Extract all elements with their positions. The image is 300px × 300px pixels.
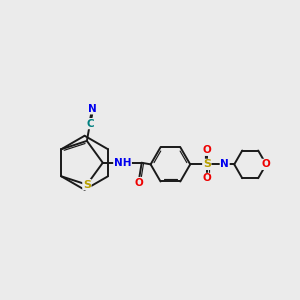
- Text: NH: NH: [114, 158, 131, 168]
- Text: S: S: [83, 180, 91, 190]
- Text: O: O: [134, 178, 143, 188]
- Text: N: N: [88, 104, 97, 114]
- Text: O: O: [202, 145, 211, 155]
- Text: N: N: [220, 159, 229, 170]
- Text: O: O: [262, 159, 271, 170]
- Text: C: C: [86, 118, 94, 129]
- Text: O: O: [202, 173, 211, 183]
- Text: S: S: [203, 159, 211, 170]
